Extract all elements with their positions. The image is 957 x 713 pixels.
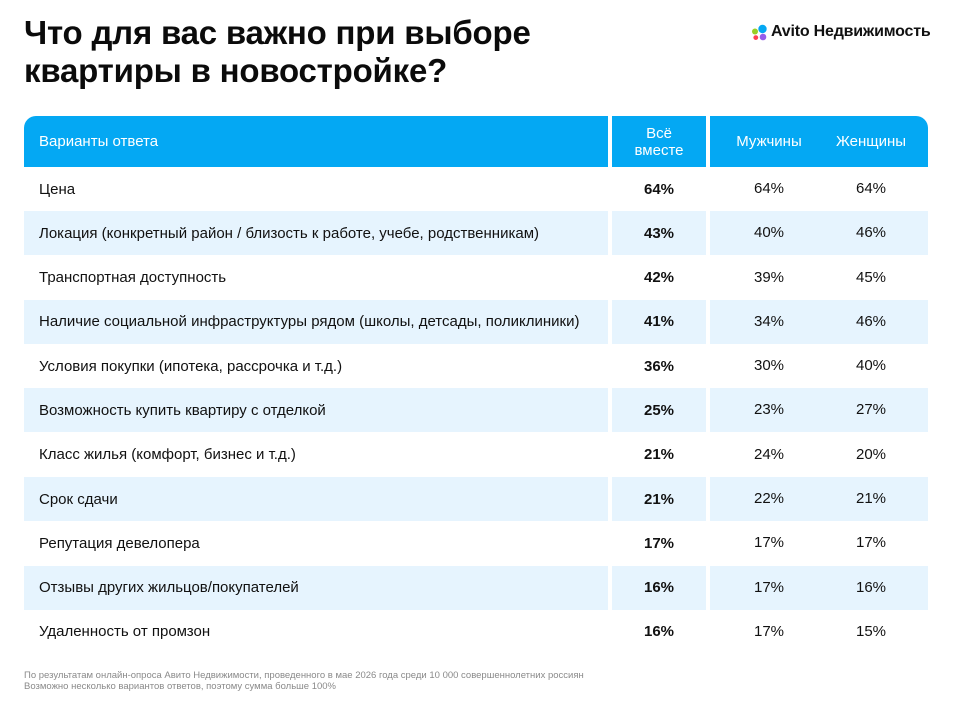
row-value-all: 42% — [643, 269, 675, 287]
row-gender-cell: 39% 45% — [710, 256, 928, 300]
row-value-all: 21% — [643, 446, 675, 464]
row-value-men: 24% — [753, 445, 785, 463]
row-value-women: 46% — [855, 224, 887, 242]
table-row: Класс жилья (комфорт, бизнес и т.д.) 21% 2… — [24, 433, 928, 477]
header-gender-cell: Мужчины Женщины — [710, 116, 928, 167]
row-value-all: 36% — [643, 357, 675, 375]
header-men: Мужчины — [736, 133, 802, 150]
row-gender-cell: 64% 64% — [710, 167, 928, 211]
row-label: Наличие социальной инфраструктуры рядом … — [24, 299, 608, 344]
row-value-women: 17% — [855, 534, 887, 552]
row-value-men: 17% — [753, 534, 785, 552]
header-women: Женщины — [835, 133, 907, 150]
row-label: Условия покупки (ипотека, рассрочка и т.… — [39, 357, 343, 375]
row-value-women: 15% — [855, 622, 887, 640]
row-label: Отзывы других жильцов/покупателей — [24, 565, 608, 610]
row-gender-cell: 17% 16% — [710, 565, 928, 610]
row-value-men: 22% — [753, 490, 785, 508]
row-gender-cell: 34% 46% — [710, 299, 928, 344]
row-value-women: 21% — [855, 490, 887, 508]
row-value-men: 17% — [753, 578, 785, 596]
row-gender-cell: 40% 46% — [710, 211, 928, 256]
header-variants-cell: Варианты ответа — [24, 116, 608, 167]
row-gender-cell: 23% 27% — [710, 388, 928, 433]
table-row: Цена 64% 64% 64% — [24, 167, 928, 211]
table-row: Наличие социальной инфраструктуры рядом … — [24, 299, 928, 344]
header-all: Всё вместе — [624, 125, 694, 159]
table-row: Транспортная доступность 42% 39% 45% — [24, 256, 928, 300]
row-value-all: 41% — [612, 299, 706, 344]
avito-logo: Avito Недвижимость — [751, 22, 931, 42]
table-row: Отзывы других жильцов/покупателей 16% 17% 1… — [24, 565, 928, 610]
row-value-women: 64% — [855, 180, 887, 197]
table-row: Локация (конкретный район / близость к р… — [24, 211, 928, 256]
row-label: Класс жилья (комфорт, бизнес и т.д.) — [39, 446, 296, 464]
row-value-men: 17% — [753, 622, 785, 640]
row-value-all: 25% — [612, 388, 706, 433]
row-value-women: 45% — [855, 268, 887, 286]
row-value-women: 40% — [855, 357, 887, 375]
row-gender-cell: 22% 21% — [710, 477, 928, 522]
row-value-men: 23% — [753, 401, 785, 419]
row-gender-cell: 17% 17% — [710, 521, 928, 565]
page-title: Что для вас важно при выборе квартиры в … — [24, 14, 531, 90]
row-label: Транспортная доступность — [39, 269, 227, 287]
row-label: Цена — [39, 180, 76, 198]
header-variants: Варианты ответа — [39, 133, 159, 150]
row-value-all: 21% — [612, 477, 706, 522]
title-line-2: квартиры в новостройке? — [24, 52, 448, 89]
header-all-line-1: Всё — [646, 124, 672, 142]
title-line-1: Что для вас важно при выборе — [24, 14, 531, 51]
table-row: Репутация девелопера 17% 17% 17% — [24, 521, 928, 565]
footnote: По результатам онлайн-опроса Авито Недви… — [24, 670, 584, 692]
table-row: Удаленность от промзон 16% 17% 15% — [24, 610, 928, 654]
row-value-men: 40% — [753, 224, 785, 242]
row-value-women: 27% — [855, 401, 887, 419]
row-value-men: 39% — [753, 268, 785, 286]
row-value-all: 16% — [643, 623, 675, 641]
row-value-all: 16% — [612, 565, 706, 610]
avito-dots-icon — [752, 24, 767, 40]
row-value-all: 43% — [612, 211, 706, 256]
row-gender-cell: 30% 40% — [710, 344, 928, 388]
footnote-line-2: Возможно несколько вариантов ответов, по… — [24, 681, 336, 692]
row-label: Локация (конкретный район / близость к р… — [24, 211, 608, 256]
row-value-all: 64% — [643, 180, 675, 198]
row-gender-cell: 24% 20% — [710, 433, 928, 477]
table-body: Цена 64% 64% 64% Локация (конкретный район /… — [24, 167, 928, 654]
row-label: Срок сдачи — [24, 477, 608, 522]
survey-table: Варианты ответа Всё вместе Мужчины Женщи… — [24, 116, 928, 654]
table-row: Условия покупки (ипотека, рассрочка и т.… — [24, 344, 928, 388]
row-value-men: 34% — [753, 312, 785, 330]
row-value-women: 16% — [855, 578, 887, 596]
table-row: Срок сдачи 21% 22% 21% — [24, 477, 928, 522]
row-value-women: 20% — [855, 445, 887, 463]
logo-text: Avito Недвижимость — [771, 23, 931, 40]
footnote-line-1: По результатам онлайн-опроса Авито Недви… — [24, 670, 584, 681]
row-value-women: 46% — [855, 312, 887, 330]
header-all-cell: Всё вместе — [612, 116, 706, 167]
row-value-all: 17% — [643, 534, 675, 552]
table-row: Возможность купить квартиру с отделкой 25… — [24, 388, 928, 433]
row-value-men: 30% — [753, 357, 785, 375]
row-label: Удаленность от промзон — [39, 623, 211, 641]
row-label: Возможность купить квартиру с отделкой — [24, 388, 608, 433]
row-gender-cell: 17% 15% — [710, 610, 928, 654]
row-value-men: 64% — [753, 180, 785, 197]
header-all-line-2: вместе — [634, 141, 684, 159]
table-header: Варианты ответа Всё вместе Мужчины Женщи… — [24, 116, 928, 167]
row-label: Репутация девелопера — [39, 534, 200, 552]
